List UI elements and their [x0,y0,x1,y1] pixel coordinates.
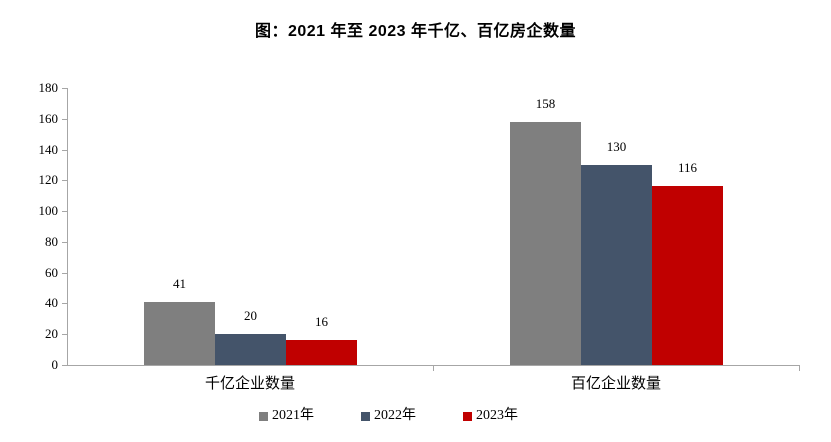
legend: 2021年 2022年 2023年 [0,408,804,424]
legend-item-2023年: 2023年 [463,408,518,424]
y-axis-tick-label: 120 [38,172,59,187]
y-axis-tick-label: 40 [45,295,58,310]
legend-label: 2022年 [374,408,416,423]
bar-2023年-百亿企业数量 [652,186,723,365]
y-axis-tick-label: 0 [51,357,59,372]
y-axis-tick [62,180,67,181]
bar-value-label: 20 [244,308,257,323]
y-axis-tick-label: 180 [38,80,59,95]
y-axis-tick-label: 20 [45,326,58,341]
legend-swatch-icon [361,411,370,421]
bar-value-label: 41 [173,276,186,291]
legend-label: 2023年 [476,408,518,423]
chart-title: 图：2021 年至 2023 年千亿、百亿房企数量 [254,23,577,40]
bar-2023年-千亿企业数量 [286,340,357,365]
y-axis-tick-label: 60 [45,265,58,280]
bar-2022年-百亿企业数量 [581,165,652,365]
y-axis-tick [62,303,67,304]
x-axis-tick [799,366,800,371]
bar-value-label: 158 [535,96,556,111]
x-axis-line [67,365,800,366]
y-axis-tick-label: 140 [38,142,59,157]
legend-item-2021年: 2021年 [259,408,314,424]
y-axis-line [67,88,68,365]
bar-value-label: 130 [606,139,627,154]
bar-value-label: 116 [677,160,698,175]
legend-swatch-icon [463,411,472,421]
legend-swatch-icon [259,411,268,421]
bar-2021年-千亿企业数量 [144,302,215,365]
bar-2021年-百亿企业数量 [510,122,581,365]
legend-item-2022年: 2022年 [361,408,416,424]
y-axis-tick [62,211,67,212]
y-axis-tick [62,334,67,335]
bar-2022年-千亿企业数量 [215,334,286,365]
y-axis-tick [62,273,67,274]
bar-value-label: 16 [315,314,328,329]
y-axis-tick [62,150,67,151]
y-axis-tick [62,365,67,366]
legend-label: 2021年 [272,408,314,423]
y-axis-tick [62,88,67,89]
y-axis-tick-label: 80 [45,234,58,249]
x-axis-category-label: 千亿企业数量 [204,376,295,392]
x-axis-category-label: 百亿企业数量 [570,376,661,392]
y-axis-tick [62,242,67,243]
y-axis-tick-label: 160 [38,111,59,126]
x-axis-tick [433,366,434,371]
y-axis-tick-label: 100 [38,203,59,218]
y-axis-tick [62,119,67,120]
